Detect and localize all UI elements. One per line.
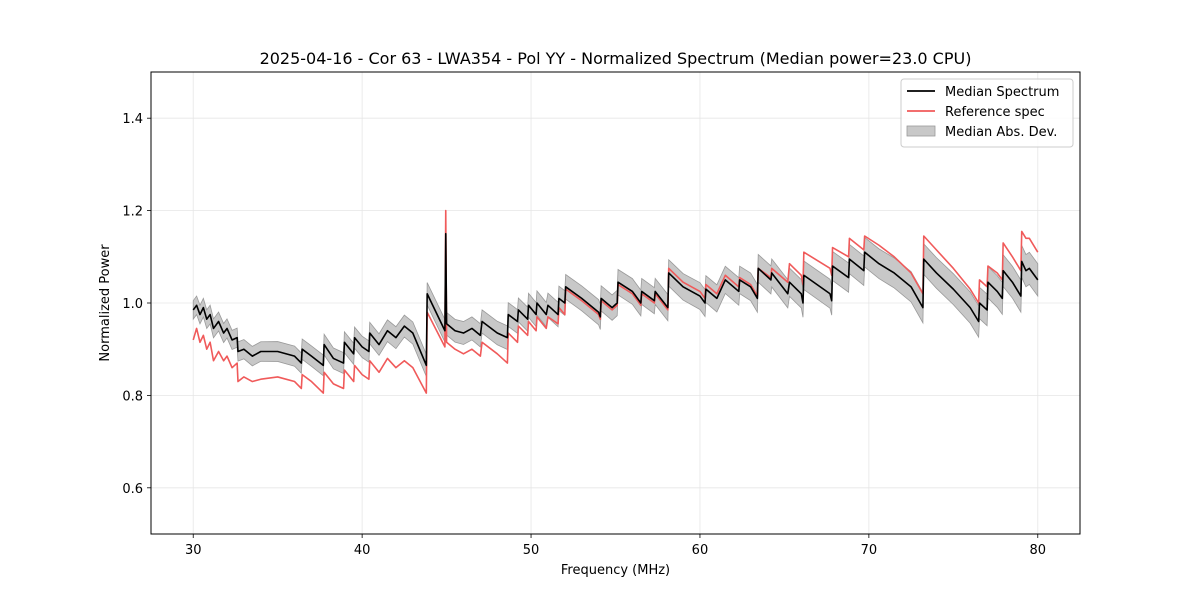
legend-label: Median Abs. Dev.: [945, 125, 1057, 140]
lines-layer: [192, 209, 1039, 394]
median-spectrum-line: [192, 232, 1039, 367]
legend-label: Reference spec: [945, 105, 1045, 120]
legend-box: [900, 78, 1074, 148]
y-tick-label: 1.2: [122, 205, 143, 220]
y-tick-label: 1.4: [122, 112, 143, 127]
chart-title: 2025-04-16 - Cor 63 - LWA354 - Pol YY - …: [260, 49, 972, 68]
y-tick-label: 1.0: [122, 297, 143, 312]
legend-label: Median Spectrum: [945, 85, 1059, 100]
legend-swatch-mad: [906, 125, 936, 137]
y-tick-label: 0.8: [122, 389, 143, 404]
y-axis-ticks: 0.6 0.8 1.0 1.2 1.4: [122, 112, 151, 497]
x-tick-label: 80: [1029, 543, 1046, 558]
x-axis-ticks: 30 40 50 60 70 80: [185, 534, 1046, 558]
legend: Median Spectrum Reference spec Median Abs.…: [900, 78, 1074, 148]
x-tick-label: 40: [354, 543, 371, 558]
y-axis-label: Normalized Power: [98, 244, 113, 362]
x-axis-label: Frequency (MHz): [561, 563, 670, 578]
x-tick-label: 50: [523, 543, 540, 558]
x-tick-label: 30: [185, 543, 202, 558]
y-tick-label: 0.6: [122, 482, 143, 497]
x-tick-label: 60: [692, 543, 709, 558]
x-tick-label: 70: [861, 543, 878, 558]
